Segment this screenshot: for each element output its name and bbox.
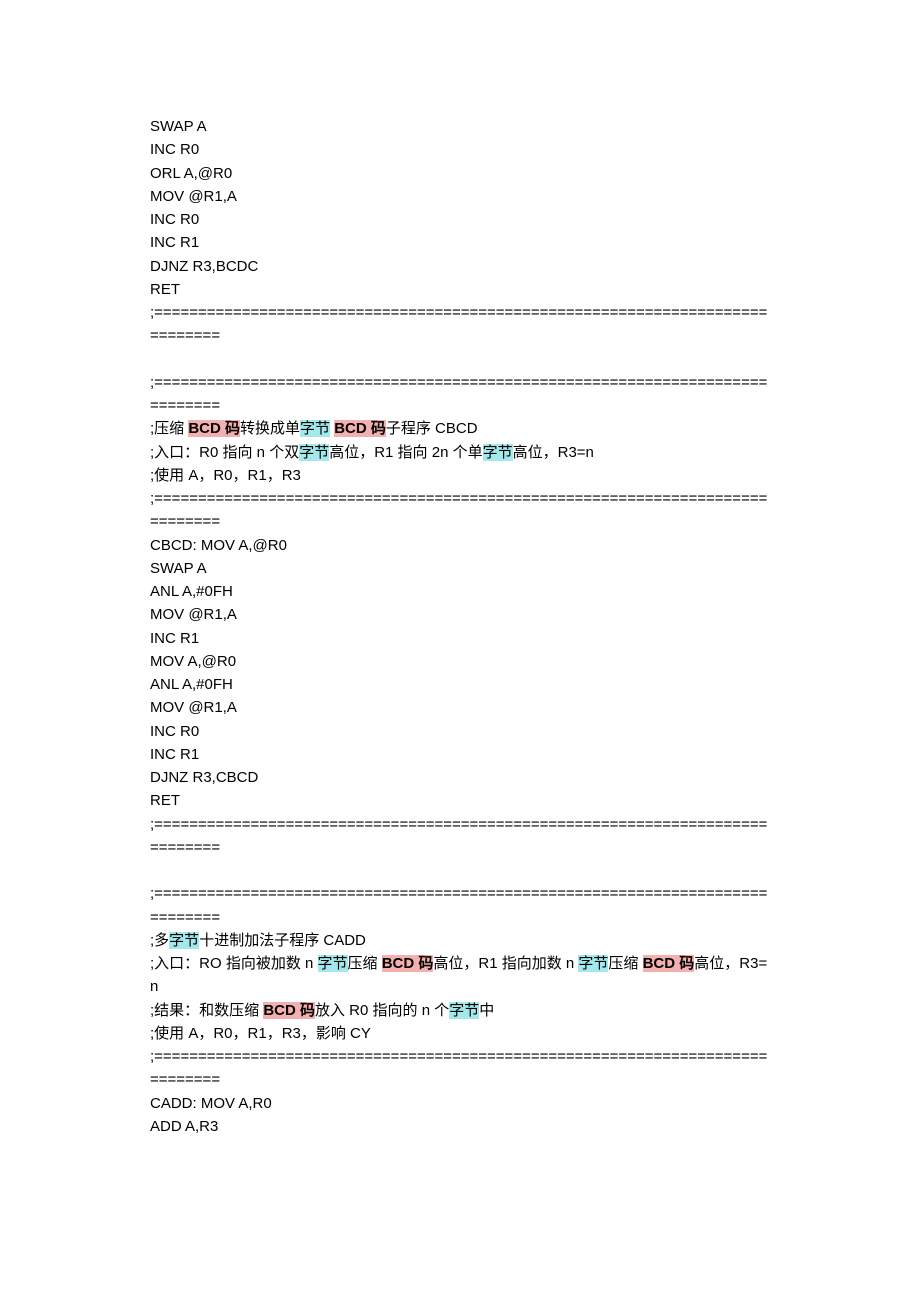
text-segment: MOV @R1,A xyxy=(150,188,237,205)
highlight-red: BCD 码 xyxy=(382,955,434,972)
highlight-cyan: 字节 xyxy=(578,955,608,972)
code-line: DJNZ R3,BCDC xyxy=(150,255,770,278)
code-line: MOV @R1,A xyxy=(150,603,770,626)
text-segment: INC R0 xyxy=(150,723,199,740)
code-line: ;=======================================… xyxy=(150,882,770,929)
text-segment: CBCD: MOV A,@R0 xyxy=(150,537,287,554)
text-segment: RET xyxy=(150,281,180,298)
code-line: INC R0 xyxy=(150,138,770,161)
code-line: ;=======================================… xyxy=(150,487,770,534)
code-line: ;压缩 BCD 码转换成单字节 BCD 码子程序 CBCD xyxy=(150,417,770,440)
text-segment: INC R0 xyxy=(150,141,199,158)
highlight-red: BCD 码 xyxy=(188,420,240,437)
text-segment: ;=======================================… xyxy=(150,490,767,530)
code-line: MOV A,@R0 xyxy=(150,650,770,673)
text-segment: RET xyxy=(150,792,180,809)
blank-line xyxy=(150,859,770,882)
text-segment: ;压缩 xyxy=(150,420,188,437)
text-segment: DJNZ R3,CBCD xyxy=(150,769,258,786)
code-line: ;=======================================… xyxy=(150,1045,770,1092)
text-segment: ;多 xyxy=(150,932,169,949)
text-segment: 高位，R1 指向加数 n xyxy=(433,955,578,972)
code-line: CBCD: MOV A,@R0 xyxy=(150,534,770,557)
code-line: INC R1 xyxy=(150,231,770,254)
text-segment: 中 xyxy=(479,1002,494,1019)
text-segment: CADD: MOV A,R0 xyxy=(150,1095,272,1112)
code-line: ;=======================================… xyxy=(150,371,770,418)
text-segment: SWAP A xyxy=(150,118,207,135)
code-line: ;多字节十进制加法子程序 CADD xyxy=(150,929,770,952)
text-segment: ;=======================================… xyxy=(150,304,767,344)
code-line: SWAP A xyxy=(150,557,770,580)
code-line: INC R0 xyxy=(150,720,770,743)
code-line: CADD: MOV A,R0 xyxy=(150,1092,770,1115)
code-line: ;结果：和数压缩 BCD 码放入 R0 指向的 n 个字节中 xyxy=(150,999,770,1022)
document-page: SWAP A INC R0 ORL A,@R0 MOV @R1,A INC R0 INC … xyxy=(0,0,920,1302)
text-segment: MOV @R1,A xyxy=(150,606,237,623)
highlight-cyan: 字节 xyxy=(318,955,348,972)
text-segment: INC R1 xyxy=(150,630,199,647)
code-line: ;使用 A，R0，R1，R3 xyxy=(150,464,770,487)
code-line: ;使用 A，R0，R1，R3，影响 CY xyxy=(150,1022,770,1045)
text-segment: SWAP A xyxy=(150,560,207,577)
highlight-red: BCD 码 xyxy=(643,955,695,972)
text-segment: 压缩 xyxy=(608,955,642,972)
code-line: DJNZ R3,CBCD xyxy=(150,766,770,789)
highlight-red: BCD 码 xyxy=(263,1002,315,1019)
text-segment: MOV A,@R0 xyxy=(150,653,236,670)
highlight-red: BCD 码 xyxy=(334,420,386,437)
code-line: MOV @R1,A xyxy=(150,185,770,208)
highlight-cyan: 字节 xyxy=(483,444,513,461)
code-line: ANL A,#0FH xyxy=(150,673,770,696)
code-line: MOV @R1,A xyxy=(150,696,770,719)
code-line: ;=======================================… xyxy=(150,813,770,860)
text-segment: 放入 R0 指向的 n 个 xyxy=(315,1002,449,1019)
code-line: ;=======================================… xyxy=(150,301,770,348)
code-line: INC R1 xyxy=(150,627,770,650)
code-line: ORL A,@R0 xyxy=(150,162,770,185)
text-segment: ADD A,R3 xyxy=(150,1118,218,1135)
blank-line xyxy=(150,348,770,371)
text-segment: DJNZ R3,BCDC xyxy=(150,258,258,275)
code-line: INC R0 xyxy=(150,208,770,231)
code-line: RET xyxy=(150,278,770,301)
text-segment: 十进制加法子程序 CADD xyxy=(199,932,366,949)
highlight-cyan: 字节 xyxy=(169,932,199,949)
text-segment: MOV @R1,A xyxy=(150,699,237,716)
text-segment: ;结果：和数压缩 xyxy=(150,1002,263,1019)
text-segment: INC R0 xyxy=(150,211,199,228)
text-segment: INC R1 xyxy=(150,234,199,251)
text-segment: 转换成单 xyxy=(240,420,300,437)
text-segment: ANL A,#0FH xyxy=(150,676,233,693)
text-segment: ;入口：R0 指向 n 个双 xyxy=(150,444,299,461)
text-segment: ;=======================================… xyxy=(150,374,767,414)
text-segment: ;=======================================… xyxy=(150,885,767,925)
highlight-cyan: 字节 xyxy=(300,420,330,437)
text-segment: 子程序 CBCD xyxy=(386,420,478,437)
text-segment: ORL A,@R0 xyxy=(150,165,232,182)
text-segment: 压缩 xyxy=(348,955,382,972)
text-segment: ;=======================================… xyxy=(150,1048,767,1088)
highlight-cyan: 字节 xyxy=(449,1002,479,1019)
text-segment: ;入口：RO 指向被加数 n xyxy=(150,955,318,972)
text-segment: ;使用 A，R0，R1，R3 xyxy=(150,467,301,484)
text-segment: 高位，R1 指向 2n 个单 xyxy=(329,444,482,461)
text-segment: ;=======================================… xyxy=(150,816,767,856)
text-segment: INC R1 xyxy=(150,746,199,763)
text-segment: ;使用 A，R0，R1，R3，影响 CY xyxy=(150,1025,371,1042)
code-line: ;入口：RO 指向被加数 n 字节压缩 BCD 码高位，R1 指向加数 n 字节… xyxy=(150,952,770,999)
highlight-cyan: 字节 xyxy=(299,444,329,461)
code-line: ;入口：R0 指向 n 个双字节高位，R1 指向 2n 个单字节高位，R3=n xyxy=(150,441,770,464)
code-line: RET xyxy=(150,789,770,812)
code-line: ANL A,#0FH xyxy=(150,580,770,603)
text-segment: ANL A,#0FH xyxy=(150,583,233,600)
code-line: SWAP A xyxy=(150,115,770,138)
code-line: ADD A,R3 xyxy=(150,1115,770,1138)
code-line: INC R1 xyxy=(150,743,770,766)
text-segment: 高位，R3=n xyxy=(513,444,594,461)
